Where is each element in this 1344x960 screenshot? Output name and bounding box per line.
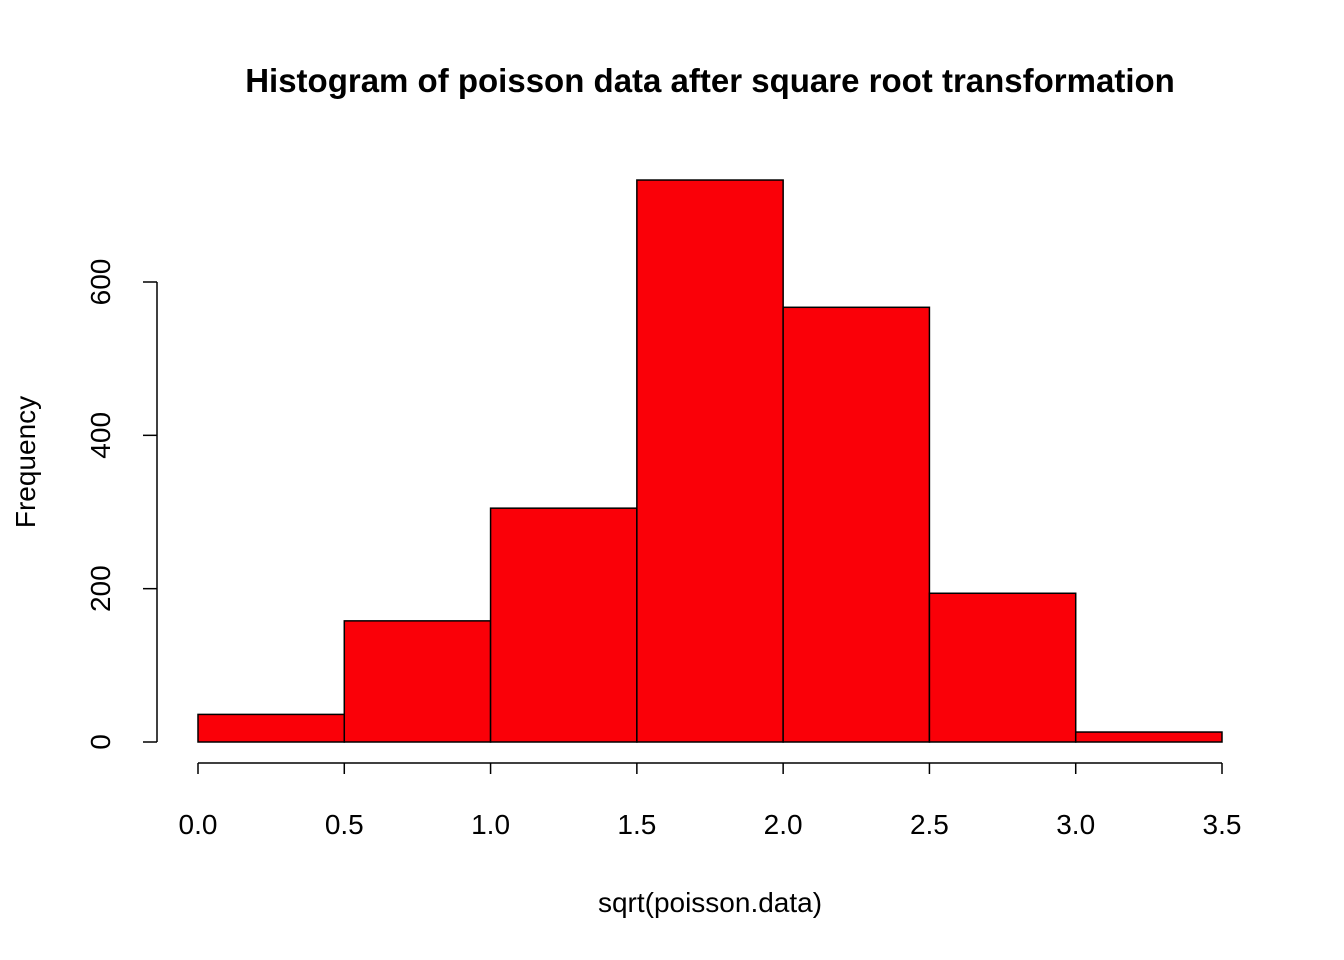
histogram-bar (636, 179, 784, 743)
histogram-bar (1074, 731, 1223, 743)
y-tick-label: 200 (85, 565, 116, 612)
histogram-bar (197, 713, 346, 743)
x-tick-label: 3.5 (1203, 809, 1242, 840)
x-tick-label: 1.5 (617, 809, 656, 840)
y-axis-label: Frequency (10, 396, 41, 528)
histogram-bar (343, 620, 492, 743)
x-tick-label: 2.0 (764, 809, 803, 840)
y-tick-label: 400 (85, 412, 116, 459)
x-tick-label: 3.0 (1056, 809, 1095, 840)
histogram-bar (782, 306, 931, 743)
y-tick-label: 0 (85, 734, 116, 750)
x-tick-label: 2.5 (910, 809, 949, 840)
y-tick-label: 600 (85, 259, 116, 306)
chart-title: Histogram of poisson data after square r… (245, 62, 1175, 99)
histogram-bar (489, 507, 638, 743)
x-tick-label: 1.0 (471, 809, 510, 840)
x-tick-label: 0.5 (325, 809, 364, 840)
histogram-bar (928, 592, 1077, 743)
x-tick-label: 0.0 (179, 809, 218, 840)
x-axis-label: sqrt(poisson.data) (598, 887, 822, 918)
